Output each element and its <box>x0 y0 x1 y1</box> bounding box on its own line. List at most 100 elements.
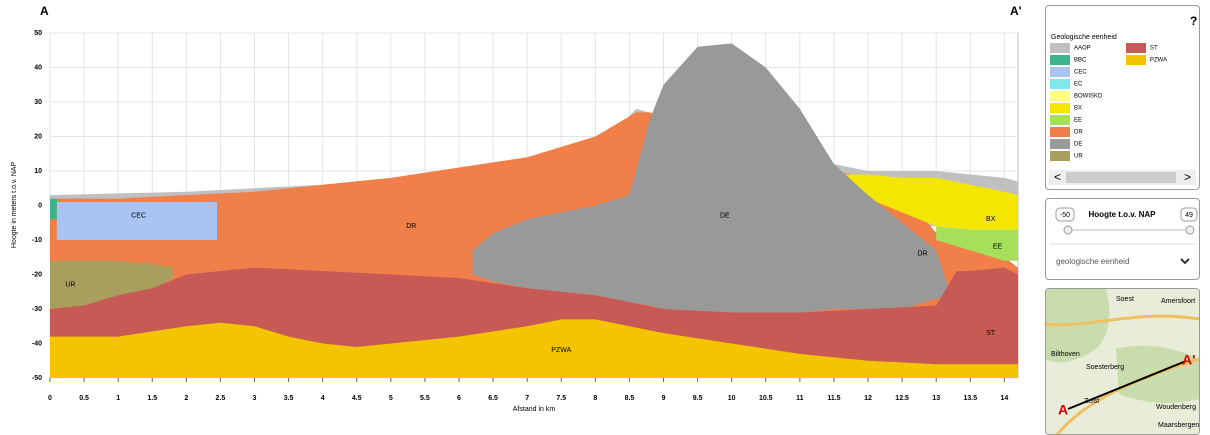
legend-swatch <box>1050 115 1070 125</box>
filter-panel: -50 Hoogte t.o.v. NAP 49 geologische een… <box>1045 198 1200 280</box>
legend-swatch <box>1050 43 1070 53</box>
x-tick-label: 2 <box>184 395 188 402</box>
x-tick-label: 13.5 <box>963 395 977 402</box>
legend-swatch <box>1050 151 1070 161</box>
y-tick-label: 0 <box>38 202 42 209</box>
y-tick-label: 10 <box>34 168 42 175</box>
unit-label: DR <box>406 223 416 230</box>
slider-handle[interactable] <box>1064 226 1072 234</box>
y-tick-label: -20 <box>32 271 42 278</box>
unit-label: DR <box>918 251 928 258</box>
x-tick-label: 6.5 <box>488 395 498 402</box>
x-tick-label: 11.5 <box>827 395 840 402</box>
y-tick-label: -30 <box>32 306 42 313</box>
legend-label: CEC <box>1074 70 1087 76</box>
legend-label: BOWISKD <box>1074 94 1103 100</box>
page: A A' Hoogte in meters t.o.v. NAP Afstand… <box>0 0 1210 435</box>
unit-label: EE <box>993 244 1003 251</box>
legend-swatch <box>1050 139 1070 149</box>
legend-swatch <box>1050 55 1070 65</box>
geo-unit <box>50 199 57 220</box>
x-tick-label: 10.5 <box>759 395 773 402</box>
x-tick-label: 12 <box>864 395 872 402</box>
y-tick-label: 50 <box>34 30 42 37</box>
y-tick-label: -40 <box>32 340 42 347</box>
legend-label: BBC <box>1074 58 1087 64</box>
y-tick-label: 30 <box>34 99 42 106</box>
legend-label: DR <box>1074 130 1083 136</box>
legend-title: Geologische eenheid <box>1051 34 1117 41</box>
x-tick-label: 12.5 <box>895 395 909 402</box>
place-label: Woudenberg <box>1156 404 1196 411</box>
legend-swatch <box>1050 67 1070 77</box>
x-tick-label: 13 <box>932 395 940 402</box>
x-tick-label: 0.5 <box>79 395 89 402</box>
y-tick-label: 20 <box>34 133 42 140</box>
x-tick-label: 4 <box>321 395 325 402</box>
x-tick-label: 7.5 <box>556 395 566 402</box>
x-tick-label: 5 <box>389 395 393 402</box>
geo-unit <box>57 202 217 240</box>
unit-label: CEC <box>131 213 146 220</box>
slider-handle[interactable] <box>1186 226 1194 234</box>
y-axis-label: Hoogte in meters t.o.v. NAP <box>11 162 18 249</box>
x-tick-label: 3 <box>253 395 257 402</box>
dropdown[interactable]: geologische eenheid <box>1056 257 1129 266</box>
scroll-right[interactable]: > <box>1184 170 1191 184</box>
legend-swatch <box>1050 127 1070 137</box>
unit-label: ST <box>986 330 996 337</box>
legend-swatch <box>1050 103 1070 113</box>
map-end: A <box>1058 402 1068 418</box>
x-axis-label: Afstand in km <box>513 406 556 413</box>
x-tick-label: 1.5 <box>147 395 157 402</box>
max-value: 49 <box>1185 212 1193 219</box>
x-tick-label: 7 <box>525 395 529 402</box>
min-value: -50 <box>1060 212 1070 219</box>
legend-label: AAOP <box>1074 46 1091 52</box>
legend-label: UR <box>1074 154 1083 160</box>
filter-title: Hoogte t.o.v. NAP <box>1089 210 1157 219</box>
legend-swatch <box>1126 55 1146 65</box>
unit-label: PZWA <box>551 347 571 354</box>
unit-label: UR <box>65 282 75 289</box>
legend-swatch <box>1050 91 1070 101</box>
legend-label: EE <box>1074 118 1082 124</box>
legend-label: EC <box>1074 82 1083 88</box>
legend-label: PZWA <box>1150 58 1167 64</box>
unit-label: BX <box>986 216 996 223</box>
end-label: A <box>40 4 49 18</box>
legend-swatch <box>1050 79 1070 89</box>
x-tick-label: 4.5 <box>352 395 362 402</box>
filter: -50 Hoogte t.o.v. NAP 49 geologische een… <box>1046 199 1199 279</box>
y-tick-label: -10 <box>32 237 42 244</box>
legend-label: ST <box>1150 46 1158 52</box>
x-tick-label: 11 <box>796 395 804 402</box>
x-tick-label: 1 <box>116 395 120 402</box>
scroll-left[interactable]: < <box>1054 170 1061 184</box>
unit-label: DE <box>720 213 730 220</box>
x-tick-label: 10 <box>728 395 736 402</box>
dropdown-chevron[interactable] <box>1181 259 1189 263</box>
legend: ? Geologische eenheid < > AAOP BBC CEC EC BO… <box>1046 6 1199 189</box>
x-tick-label: 8 <box>593 395 597 402</box>
legend-label: BX <box>1074 106 1082 112</box>
help-icon[interactable]: ? <box>1190 14 1197 28</box>
x-tick-label: 14 <box>1000 395 1008 402</box>
y-tick-label: 40 <box>34 64 42 71</box>
legend-label: DE <box>1074 142 1082 148</box>
chart: A A' Hoogte in meters t.o.v. NAP Afstand… <box>0 0 1035 435</box>
scroll-thumb[interactable] <box>1066 172 1176 183</box>
place-label: Bilthoven <box>1051 351 1080 358</box>
place-label: Zeist <box>1084 398 1099 405</box>
x-tick-label: 2.5 <box>216 395 226 402</box>
x-tick-label: 9 <box>662 395 666 402</box>
x-tick-label: 5.5 <box>420 395 430 402</box>
x-tick-label: 3.5 <box>284 395 294 402</box>
x-tick-label: 6 <box>457 395 461 402</box>
place-label: Soesterberg <box>1086 364 1124 371</box>
x-tick-label: 0 <box>48 395 52 402</box>
place-label: Soest <box>1116 296 1134 303</box>
x-tick-label: 9.5 <box>693 395 703 402</box>
